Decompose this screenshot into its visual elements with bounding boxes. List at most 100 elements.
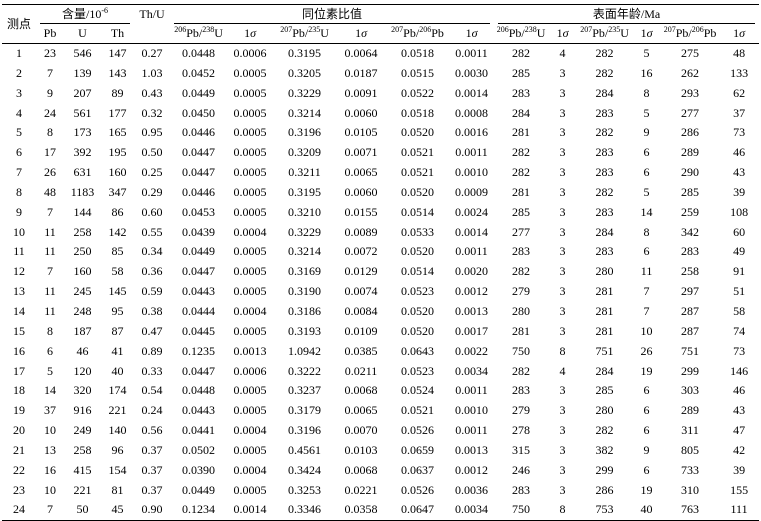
- cell-age-207-235-sigma: 6: [643, 403, 650, 418]
- cell-ratio-207-206-sigma: 0.0011: [455, 383, 488, 398]
- cell-age-207-235: 285: [595, 383, 614, 398]
- cell-u: 144: [73, 204, 92, 219]
- cell-age-207-235: 299: [595, 462, 614, 477]
- cell-ratio-206-238: 0.1234: [170, 500, 228, 521]
- cell-pb: 13: [44, 442, 56, 457]
- cell-ratio-207-235-sigma: 0.0385: [344, 343, 378, 358]
- cell-u: 173: [73, 125, 92, 140]
- cell-age-207-206: 259: [681, 204, 700, 219]
- cell-ratio-207-206-sigma: 0.0011: [455, 423, 488, 438]
- cell-age-207-206: 751: [681, 343, 700, 358]
- cell-th-u: 0.36: [141, 264, 163, 279]
- table-row: 4 24 561 177 0.32 0.0450 0.0005 0.3214 0.0060 0.0…: [2, 104, 759, 124]
- cell-th: 45: [101, 500, 135, 521]
- cell-u: 561: [73, 105, 92, 120]
- cell-age-207-235: 281: [595, 284, 614, 299]
- cell-ratio-207-235: 0.3222: [288, 363, 322, 378]
- header-th: Th: [101, 24, 135, 44]
- cell-ratio-207-235-sigma: 0.0211: [344, 363, 378, 378]
- cell-th-u: 0.43: [141, 85, 163, 100]
- cell-ratio-207-206-sigma: 0.0034: [449, 500, 495, 521]
- cell-ratio-206-238-sigma: 0.0005: [233, 403, 267, 418]
- cell-age-207-235: 284: [595, 85, 614, 100]
- cell-age-207-206: 299: [681, 363, 700, 378]
- cell-age-206-238-sigma: 3: [559, 145, 566, 160]
- cell-pb: 26: [44, 165, 56, 180]
- header-pb: Pb: [36, 24, 64, 44]
- cell-ratio-207-206-sigma: 0.0034: [455, 363, 489, 378]
- cell-age-206-238: 285: [512, 65, 531, 80]
- cell-ratio-206-238: 0.0390: [182, 462, 216, 477]
- cell-th: 145: [108, 284, 127, 299]
- cell-ratio-206-238-sigma: 0.0005: [233, 482, 267, 497]
- cell-pb: 11: [44, 244, 56, 259]
- isotope-symbol: U: [536, 26, 546, 40]
- cell-age-206-238: 281: [512, 323, 531, 338]
- cell-age-207-206-sigma: 46: [733, 145, 746, 160]
- cell-age-206-238: 282: [512, 165, 531, 180]
- cell-th: 347: [108, 184, 127, 199]
- isotope-symbol: Pb/: [403, 26, 420, 40]
- cell-ratio-206-238: 0.0450: [182, 105, 216, 120]
- cell-age-206-238-sigma: 8: [548, 500, 578, 521]
- cell-pb: 23: [44, 46, 56, 60]
- cell-point: 8: [16, 184, 22, 199]
- cell-age-206-238: 281: [512, 184, 531, 199]
- table-row: 8 48 1183 347 0.29 0.0446 0.0005 0.3195 0.0060 0.…: [2, 183, 759, 203]
- cell-age-207-235-sigma: 6: [643, 423, 650, 438]
- table-header: 测点 含量/10-6 Th/U 同位素比值 表面年龄/Ma Pb U Th 20…: [2, 4, 760, 44]
- cell-age-207-235-sigma: 6: [643, 244, 650, 259]
- isotope-symbol: Pb/: [508, 26, 525, 40]
- cell-ratio-207-235: 0.3209: [288, 145, 322, 160]
- cell-age-207-206-sigma: 60: [733, 224, 746, 239]
- cell-age-207-206-sigma: 108: [730, 204, 749, 219]
- cell-pb: 10: [44, 423, 56, 438]
- cell-ratio-207-235-sigma: 0.0084: [344, 303, 378, 318]
- cell-age-207-206-sigma: 51: [733, 284, 746, 299]
- cell-ratio-206-238-sigma: 0.0005: [233, 145, 267, 160]
- table-row: 21 13 258 96 0.37 0.0502 0.0005 0.4561 0.0103 0.0…: [2, 441, 759, 461]
- isotope-mass: 207: [391, 25, 404, 34]
- cell-th-u: 0.54: [141, 383, 163, 398]
- header-point: 测点: [2, 4, 36, 44]
- cell-th-u: 0.56: [141, 423, 163, 438]
- cell-pb: 17: [44, 145, 56, 160]
- cell-th: 140: [108, 423, 127, 438]
- cell-pb: 14: [44, 383, 56, 398]
- header-age-207-206-sigma: 1σ: [719, 24, 760, 44]
- header-content-label: 含量/10: [62, 7, 102, 21]
- cell-th: 89: [111, 85, 124, 100]
- header-age-207-235: 207Pb/235U: [577, 24, 633, 44]
- cell-ratio-207-206: 0.0520: [401, 323, 435, 338]
- cell-ratio-207-235: 0.3195: [288, 184, 322, 199]
- cell-th: 87: [111, 323, 124, 338]
- cell-point: 5: [16, 125, 22, 140]
- cell-ratio-207-206: 0.0520: [401, 184, 435, 199]
- cell-ratio-207-235-sigma: 0.0105: [344, 125, 378, 140]
- cell-ratio-207-206-sigma: 0.0014: [455, 224, 489, 239]
- cell-point: 16: [13, 343, 25, 358]
- sigma-label: 1σ: [640, 26, 653, 40]
- cell-age-206-238-sigma: 3: [559, 264, 566, 279]
- header-ratio-207-206-sigma: 1σ: [449, 24, 495, 44]
- cell-ratio-207-235-sigma: 0.0129: [344, 264, 378, 279]
- cell-ratio-207-206-sigma: 0.0030: [455, 65, 489, 80]
- cell-age-207-235-sigma: 40: [632, 500, 662, 521]
- cell-age-206-238: 279: [512, 284, 531, 299]
- cell-age-206-238: 282: [512, 46, 531, 60]
- cell-age-207-235: 282: [595, 125, 614, 140]
- sigma-label: 1σ: [465, 26, 478, 40]
- cell-age-207-206-sigma: 49: [733, 244, 746, 259]
- cell-pb: 6: [47, 343, 53, 358]
- cell-th-u: 0.89: [141, 343, 163, 358]
- cell-age-207-235: 753: [577, 500, 633, 521]
- cell-age-207-206: 275: [681, 46, 700, 60]
- cell-age-207-235-sigma: 19: [640, 363, 653, 378]
- cell-point: 6: [16, 145, 22, 160]
- cell-th: 41: [111, 343, 124, 358]
- cell-ratio-207-235: 0.3205: [288, 65, 322, 80]
- cell-ratio-207-206: 0.0518: [401, 46, 435, 60]
- cell-age-207-235: 280: [595, 403, 614, 418]
- cell-u: 1183: [70, 184, 95, 199]
- cell-ratio-207-235: 0.3169: [288, 264, 322, 279]
